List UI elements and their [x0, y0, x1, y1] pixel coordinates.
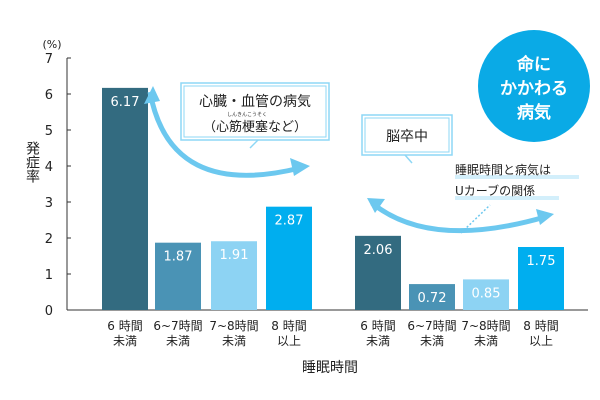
x-axis-label: 睡眠時間 — [302, 360, 358, 376]
bar — [409, 284, 455, 310]
bar — [155, 242, 201, 310]
bar-value-label: 1.87 — [164, 250, 193, 265]
x-tick-label: 未満 — [420, 334, 444, 348]
bar-value-label: 2.06 — [364, 243, 393, 258]
x-tick-label: 6 時間 — [360, 319, 395, 333]
x-tick-label: 7~8時間 — [209, 319, 258, 333]
badge-line-3: 病気 — [517, 102, 551, 123]
unit-label: (%) — [42, 38, 61, 51]
x-tick-label: 未満 — [366, 334, 390, 348]
bar — [102, 87, 148, 310]
bar-value-label: 1.75 — [527, 254, 556, 269]
u-curve-arrow-heart — [147, 91, 301, 178]
x-tick-label: 未満 — [113, 334, 137, 348]
bar-value-label: 0.72 — [418, 291, 447, 306]
y-tick-label: 6 — [45, 88, 53, 103]
heart-ruby: しんきんこうそく — [227, 111, 267, 118]
heart-label: 心臓・血管の病気 — [199, 94, 311, 110]
arrow-head — [367, 198, 385, 213]
y-tick-label: 5 — [45, 124, 53, 139]
bars: 6.17 1.87 1.91 2.87 2.06 0.72 0.85 1.75 — [102, 87, 564, 310]
x-tick-label: 6~7時間 — [153, 319, 202, 333]
bar-value-label: 2.87 — [275, 214, 304, 229]
bar-value-label: 1.91 — [220, 248, 249, 263]
u-curve-arrow-stroke — [370, 201, 546, 234]
note-pointer — [460, 204, 491, 234]
bar — [463, 279, 509, 310]
note-line-1: 睡眠時間と病気は — [455, 162, 551, 177]
x-tick-label: 以上 — [529, 334, 553, 348]
y-tick-label: 0 — [45, 304, 53, 319]
stroke-callout-box — [361, 114, 453, 156]
y-tick-label: 3 — [45, 196, 53, 211]
x-tick-label: 8 時間 — [523, 319, 558, 333]
badge-line-1: 命に — [516, 54, 551, 75]
heart-sublabel: （心筋梗塞など） — [203, 119, 307, 135]
x-tick-label: 6~7時間 — [407, 319, 456, 333]
bar-value-label: 6.17 — [111, 95, 140, 110]
bar — [266, 206, 312, 310]
bar-value-label: 0.85 — [472, 286, 501, 301]
arrow-head — [290, 158, 310, 176]
y-tick-label: 1 — [45, 268, 53, 283]
x-tick-label: 未満 — [474, 334, 498, 348]
x-tick-label: 未満 — [166, 334, 190, 348]
x-tick-label: 未満 — [222, 334, 246, 348]
x-tick-label: 7~8時間 — [461, 319, 510, 333]
stroke-label: 脳卒中 — [386, 129, 428, 145]
x-tick-label: 6 時間 — [107, 319, 142, 333]
x-tick-label: 8 時間 — [271, 319, 306, 333]
bar — [211, 241, 257, 310]
y-tick-label: 4 — [45, 160, 53, 175]
bar — [518, 247, 564, 310]
y-tick-label: 2 — [45, 232, 53, 247]
y-axis-label: 発症率 — [24, 141, 40, 183]
y-tick-label: 7 — [45, 52, 53, 67]
x-tick-label: 以上 — [277, 334, 301, 348]
bar — [355, 235, 401, 310]
arrow-head — [536, 209, 554, 225]
badge-line-2: かかわる — [500, 79, 568, 99]
heart-callout-box — [180, 82, 330, 141]
note-line-2: Uカーブの関係 — [455, 183, 535, 198]
arrow-head — [144, 86, 160, 104]
badge-circle — [478, 30, 590, 142]
